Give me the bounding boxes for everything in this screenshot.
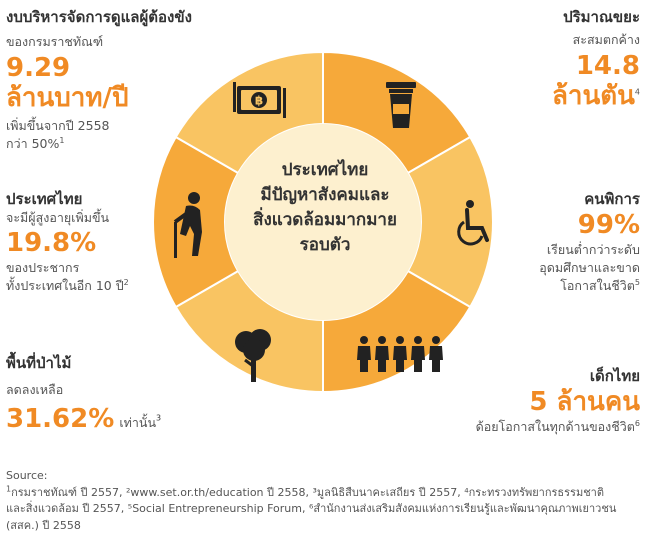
source-line: (สสค.) ปี 2558 xyxy=(6,518,81,532)
forest-sub: ลดลงเหลือ xyxy=(6,382,64,397)
center-title-line: สิ่งแวดล้อมมากมาย xyxy=(253,210,397,230)
waste-value: 14.8 xyxy=(575,51,640,81)
forest-value-row: 31.62% เท่านั้น3 xyxy=(6,403,246,435)
waste-ref: 4 xyxy=(634,87,640,97)
disabled-note: เรียนต่ำกว่าระดับ xyxy=(546,242,640,257)
forest-title: พื้นที่ป่าไม้ xyxy=(6,354,72,372)
elderly-ref: 2 xyxy=(123,277,129,287)
disabled-value: 99% xyxy=(577,210,640,240)
children-group-icon xyxy=(357,336,443,372)
elderly-note: ทั้งประเทศในอีก 10 ปี2 xyxy=(6,277,206,295)
forest-suffix: เท่านั้น xyxy=(119,415,157,430)
center-title-line: มีปัญหาสังคมและ xyxy=(260,185,390,205)
elderly-block: ประเทศไทย จะมีผู้สูงอายุเพิ่มขึ้น 19.8% … xyxy=(6,189,206,295)
center-title-line: รอบตัว xyxy=(299,235,351,255)
disabled-block: คนพิการ 99% เรียนต่ำกว่าระดับ อุดมศึกษาแ… xyxy=(480,189,640,295)
waste-unit: ล้านตัน4 xyxy=(440,81,640,111)
source-line-text: กรมราชทัณฑ์ ปี 2557, ²www.set.or.th/educ… xyxy=(11,485,604,499)
money-icon: ฿ xyxy=(233,82,286,118)
svg-text:฿: ฿ xyxy=(255,94,263,108)
children-block: เด็กไทย 5 ล้านคน ด้อยโอกาสในทุกด้านของชี… xyxy=(400,366,640,436)
elderly-value: 19.8% xyxy=(6,228,97,258)
budget-sub: ของกรมราชทัณฑ์ xyxy=(6,34,104,49)
children-value: 5 ล้านคน xyxy=(529,387,640,417)
budget-note-text: กว่า 50% xyxy=(6,136,60,151)
children-note: ด้อยโอกาสในทุกด้านของชีวิต6 xyxy=(400,418,640,436)
forest-block: พื้นที่ป่าไม้ ลดลงเหลือ 31.62% เท่านั้น3 xyxy=(6,353,246,435)
center-title-line: ประเทศไทย xyxy=(281,160,369,180)
forest-value: 31.62% xyxy=(6,404,115,434)
budget-unit: ล้านบาท/ปี xyxy=(6,83,129,113)
elderly-person-icon xyxy=(173,192,202,258)
source-line: และสิ่งแวดล้อม ปี 2557, ⁵Social Entrepre… xyxy=(6,502,617,515)
source-ref: 1 xyxy=(6,483,12,493)
elderly-note-text: ทั้งประเทศในอีก 10 ปี xyxy=(6,278,124,293)
forest-ref: 3 xyxy=(156,413,162,423)
children-title: เด็กไทย xyxy=(589,367,640,385)
elderly-sub: จะมีผู้สูงอายุเพิ่มขึ้น xyxy=(6,210,110,225)
children-ref: 6 xyxy=(634,418,640,428)
waste-unit-text: ล้านตัน xyxy=(551,81,635,111)
children-note-text: ด้อยโอกาสในทุกด้านของชีวิต xyxy=(475,419,635,434)
waste-block: ปริมาณขยะ สะสมตกค้าง 14.8 ล้านตัน4 xyxy=(440,7,640,111)
waste-title: ปริมาณขยะ xyxy=(563,8,640,26)
center-title: ประเทศไทย มีปัญหาสังคมและ สิ่งแวดล้อมมาก… xyxy=(225,158,425,258)
budget-note: กว่า 50%1 xyxy=(6,135,246,153)
disabled-ref: 5 xyxy=(634,277,640,287)
source-label: Source: xyxy=(6,469,48,482)
budget-value: 9.29 xyxy=(6,53,71,83)
wheelchair-icon xyxy=(457,200,489,246)
center-circle xyxy=(225,124,421,320)
waste-sub: สะสมตกค้าง xyxy=(572,32,640,47)
budget-ref: 1 xyxy=(59,135,65,145)
tree-icon xyxy=(235,329,271,382)
disabled-title: คนพิการ xyxy=(584,190,640,208)
trash-bin-icon xyxy=(386,82,416,128)
elderly-note: ของประชากร xyxy=(6,260,80,275)
source-line: 1กรมราชทัณฑ์ ปี 2557, ²www.set.or.th/edu… xyxy=(6,483,636,502)
budget-title: งบบริหารจัดการดูแลผู้ต้องขัง xyxy=(6,8,192,26)
disabled-note: โอกาสในชีวิต5 xyxy=(480,277,640,295)
disabled-note: อุดมศึกษาและขาด xyxy=(539,260,640,275)
source-notes: Source: 1กรมราชทัณฑ์ ปี 2557, ²www.set.o… xyxy=(6,468,636,534)
budget-block: งบบริหารจัดการดูแลผู้ต้องขัง ของกรมราชทั… xyxy=(6,7,246,153)
budget-note: เพิ่มขึ้นจากปี 2558 xyxy=(6,118,110,133)
disabled-note-text: โอกาสในชีวิต xyxy=(560,278,635,293)
elderly-title: ประเทศไทย xyxy=(6,190,83,208)
